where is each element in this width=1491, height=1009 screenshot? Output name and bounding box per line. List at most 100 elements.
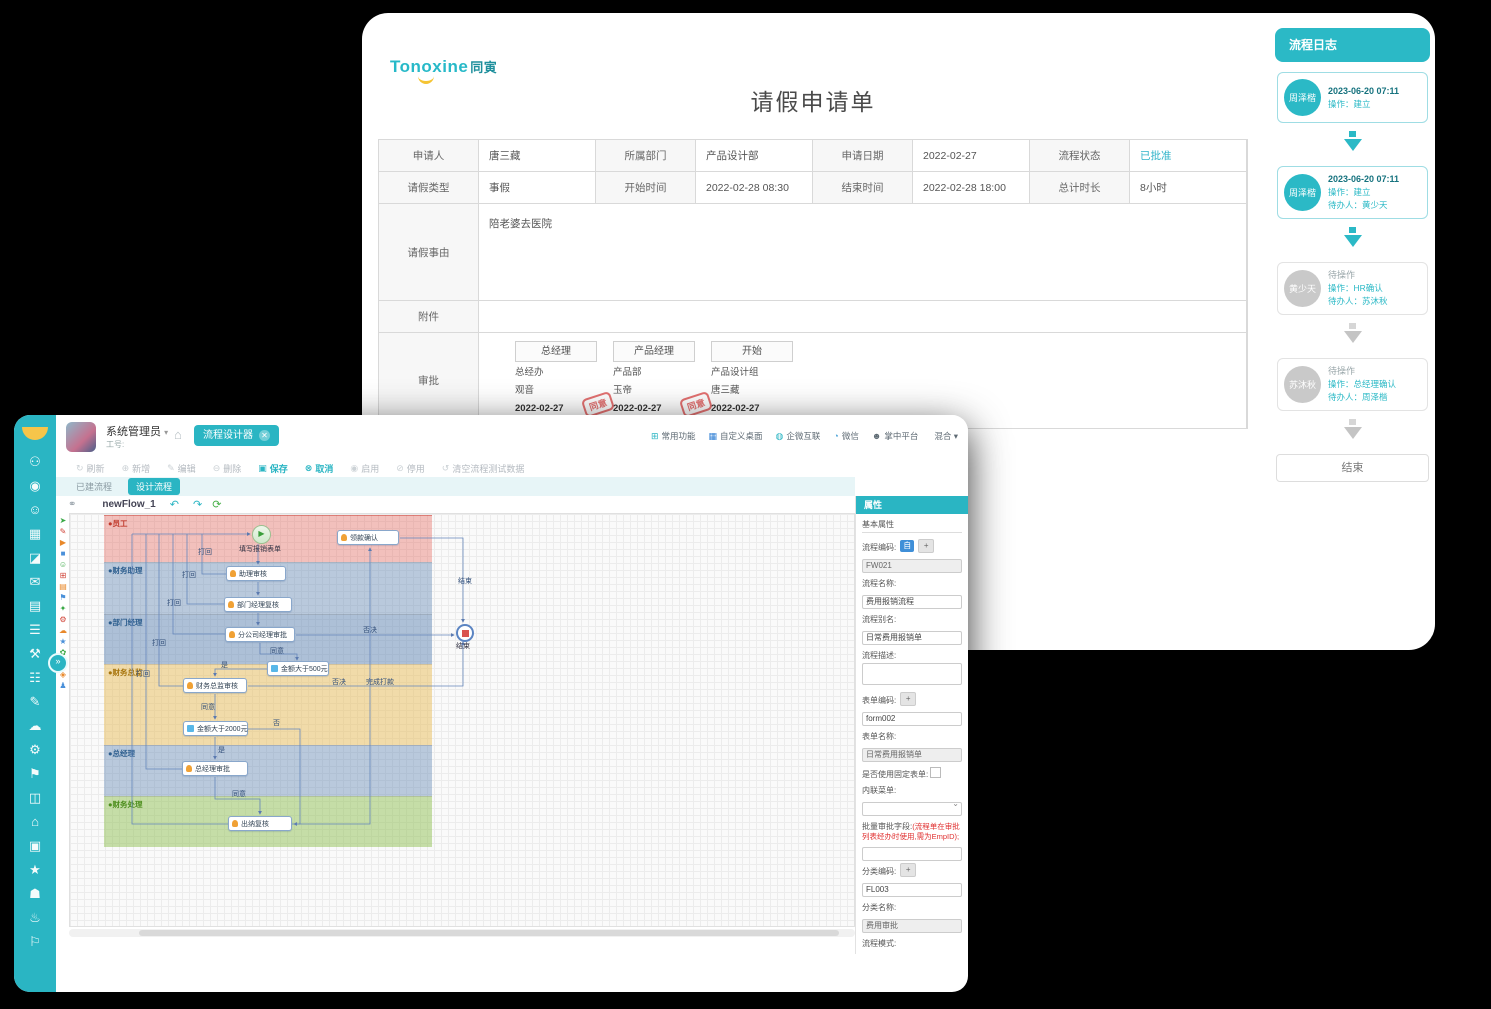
tab-process-designer[interactable]: 流程设计器 ✕: [194, 425, 279, 446]
toolbar-button[interactable]: ↺ 清空流程测试数据: [442, 462, 525, 475]
home-icon[interactable]: ⌂: [174, 427, 182, 442]
sidebar-app-icon[interactable]: ▦: [28, 526, 42, 541]
flow-node-cfo-review[interactable]: 财务总监审核: [183, 678, 247, 693]
sidebar-app-icon[interactable]: ☁: [28, 718, 42, 733]
undo-icon[interactable]: ↶: [169, 499, 179, 511]
canvas-horizontal-scrollbar[interactable]: [69, 929, 855, 937]
palette-tool-icon[interactable]: ✦: [59, 604, 67, 613]
sidebar-app-icon[interactable]: ⚙: [29, 742, 41, 757]
sidebar-app-icon[interactable]: ♨: [29, 910, 41, 925]
add-code-button[interactable]: +: [918, 539, 935, 553]
toolbar-button-icon: ⊖: [212, 462, 221, 473]
top-menu-item[interactable]: ◔ 微信: [833, 430, 858, 442]
flow-node-cond-over-500[interactable]: 金额大于500元: [267, 661, 329, 676]
sidebar-app-icon[interactable]: ◉: [29, 478, 41, 493]
scrollbar-thumb[interactable]: [139, 930, 839, 936]
redo-icon[interactable]: ↷: [192, 499, 203, 511]
flow-desc-textarea[interactable]: [862, 663, 962, 685]
close-icon[interactable]: ✕: [259, 430, 270, 441]
toolbar-button-icon: ▣: [258, 462, 267, 473]
toolbar-button-label: 启用: [361, 463, 380, 474]
toolbar-button[interactable]: ⊕ 新增: [122, 462, 151, 475]
inline-menu-select[interactable]: [862, 801, 962, 816]
sidebar-app-icon[interactable]: ☷: [29, 670, 41, 685]
flow-node-end[interactable]: [456, 624, 474, 642]
flow-node-start-label: 填写报销表单: [239, 546, 281, 553]
sidebar-app-icon[interactable]: ⚇: [29, 454, 41, 469]
flow-name[interactable]: newFlow_1: [102, 499, 156, 510]
sidebar-app-icon[interactable]: ✉: [29, 574, 41, 589]
flow-node-branch-manager-approve[interactable]: 分公司经理审批: [225, 627, 295, 642]
palette-tool-icon[interactable]: ★: [59, 637, 67, 646]
top-menu-item[interactable]: ⊞ 常用功能: [651, 430, 696, 442]
toolbar-button[interactable]: ⊖ 删除: [213, 462, 242, 475]
sidebar-app-icon[interactable]: ⚐: [29, 934, 41, 949]
palette-tool-icon[interactable]: ■: [60, 549, 66, 558]
flow-name-input[interactable]: [862, 594, 962, 609]
sidebar-app-icon[interactable]: ▣: [28, 838, 42, 853]
sidebar-app-icon[interactable]: ☺: [28, 502, 42, 517]
flow-node-gm-approve[interactable]: 总经理审批: [182, 761, 248, 776]
flow-code-input[interactable]: [862, 558, 962, 573]
toolbar-button[interactable]: ◉ 启用: [350, 462, 379, 475]
flow-node-cond-over-2000[interactable]: 金额大于2000元: [183, 721, 248, 736]
sidebar-app-icon[interactable]: ▤: [28, 598, 42, 613]
refresh-icon[interactable]: ⟳: [212, 499, 222, 511]
palette-tool-icon[interactable]: ▤: [59, 582, 67, 591]
toolbar-button[interactable]: ⊗ 取消: [305, 462, 334, 475]
add-category-button[interactable]: +: [900, 863, 917, 877]
sidebar-app-icon[interactable]: ☰: [29, 622, 41, 637]
swimlane-gm[interactable]: ●总经理: [104, 745, 432, 796]
toolbar-button[interactable]: ⊘ 停用: [396, 462, 425, 475]
sidebar-app-icon[interactable]: ⌂: [31, 814, 39, 829]
employee-id-label: 工号:: [106, 440, 125, 449]
toolbar-button[interactable]: ▣ 保存: [258, 462, 288, 475]
category-name-input[interactable]: [862, 918, 962, 933]
designer-subtab[interactable]: 已建流程: [76, 482, 113, 492]
auto-code-button[interactable]: 自: [900, 540, 915, 552]
palette-tool-icon[interactable]: ♟: [59, 681, 67, 690]
top-menu-item[interactable]: 混合 ▾: [931, 430, 958, 442]
flow-canvas[interactable]: ●员工 ●财务助理 ●部门经理 ●财务总监 ●总经理 ●财务处理: [69, 513, 855, 927]
palette-tool-icon[interactable]: ⚑: [59, 593, 67, 602]
palette-tool-icon[interactable]: ▶: [59, 538, 67, 547]
top-menu-item[interactable]: ◍ 企微互联: [776, 430, 821, 442]
user-name[interactable]: 系统管理员 ▾: [106, 426, 169, 438]
sidebar-expander-button[interactable]: »: [48, 653, 68, 673]
palette-tool-icon[interactable]: ✎: [59, 527, 67, 536]
sidebar-app-icon[interactable]: ⚒: [29, 646, 41, 661]
menu-item-label: 常用功能: [661, 431, 696, 441]
sidebar-app-icon[interactable]: ⚑: [29, 766, 41, 781]
top-menu-item[interactable]: ▦ 自定义桌面: [709, 430, 763, 442]
category-code-input[interactable]: [862, 882, 962, 897]
flow-node-dept-manager-check[interactable]: 部门经理复核: [224, 597, 292, 612]
flow-alias-input[interactable]: [862, 630, 962, 645]
flow-node-payment-confirm[interactable]: 领款确认: [337, 530, 399, 545]
palette-tool-icon[interactable]: ☺: [58, 560, 68, 569]
sidebar-app-icon[interactable]: ◫: [28, 790, 42, 805]
palette-tool-icon[interactable]: ➤: [59, 516, 67, 525]
designer-subtab[interactable]: 设计流程: [128, 478, 181, 495]
toolbar-button[interactable]: ✎ 编辑: [167, 462, 196, 475]
sidebar-app-icon[interactable]: ☗: [29, 886, 41, 901]
palette-tool-icon[interactable]: ⚙: [59, 615, 67, 624]
flow-node-cashier-check[interactable]: 出纳复核: [228, 816, 292, 831]
add-form-button[interactable]: +: [900, 692, 917, 706]
sidebar-app-icon[interactable]: ✎: [29, 694, 41, 709]
batch-field-input[interactable]: [862, 846, 962, 861]
approval-step-title: 总经理: [515, 341, 597, 362]
toolbar-button[interactable]: ↻ 刷新: [76, 462, 105, 475]
sidebar-app-icon[interactable]: ◪: [28, 550, 42, 565]
form-name-input[interactable]: [862, 747, 962, 762]
sidebar-app-icon[interactable]: ★: [29, 862, 41, 877]
palette-tool-icon[interactable]: ✿: [59, 648, 67, 657]
flow-node-start[interactable]: ▶: [252, 525, 271, 544]
palette-tool-icon[interactable]: ⊞: [59, 571, 67, 580]
user-avatar[interactable]: [66, 422, 96, 452]
palette-tool-icon[interactable]: ◈: [59, 670, 67, 679]
fixed-form-checkbox[interactable]: [930, 767, 942, 778]
palette-tool-icon[interactable]: ☁: [59, 626, 67, 635]
form-code-input[interactable]: [862, 711, 962, 726]
top-menu-item[interactable]: ☻ 掌中平台: [872, 430, 919, 442]
flow-node-assistant-review[interactable]: 助理审核: [226, 566, 286, 581]
